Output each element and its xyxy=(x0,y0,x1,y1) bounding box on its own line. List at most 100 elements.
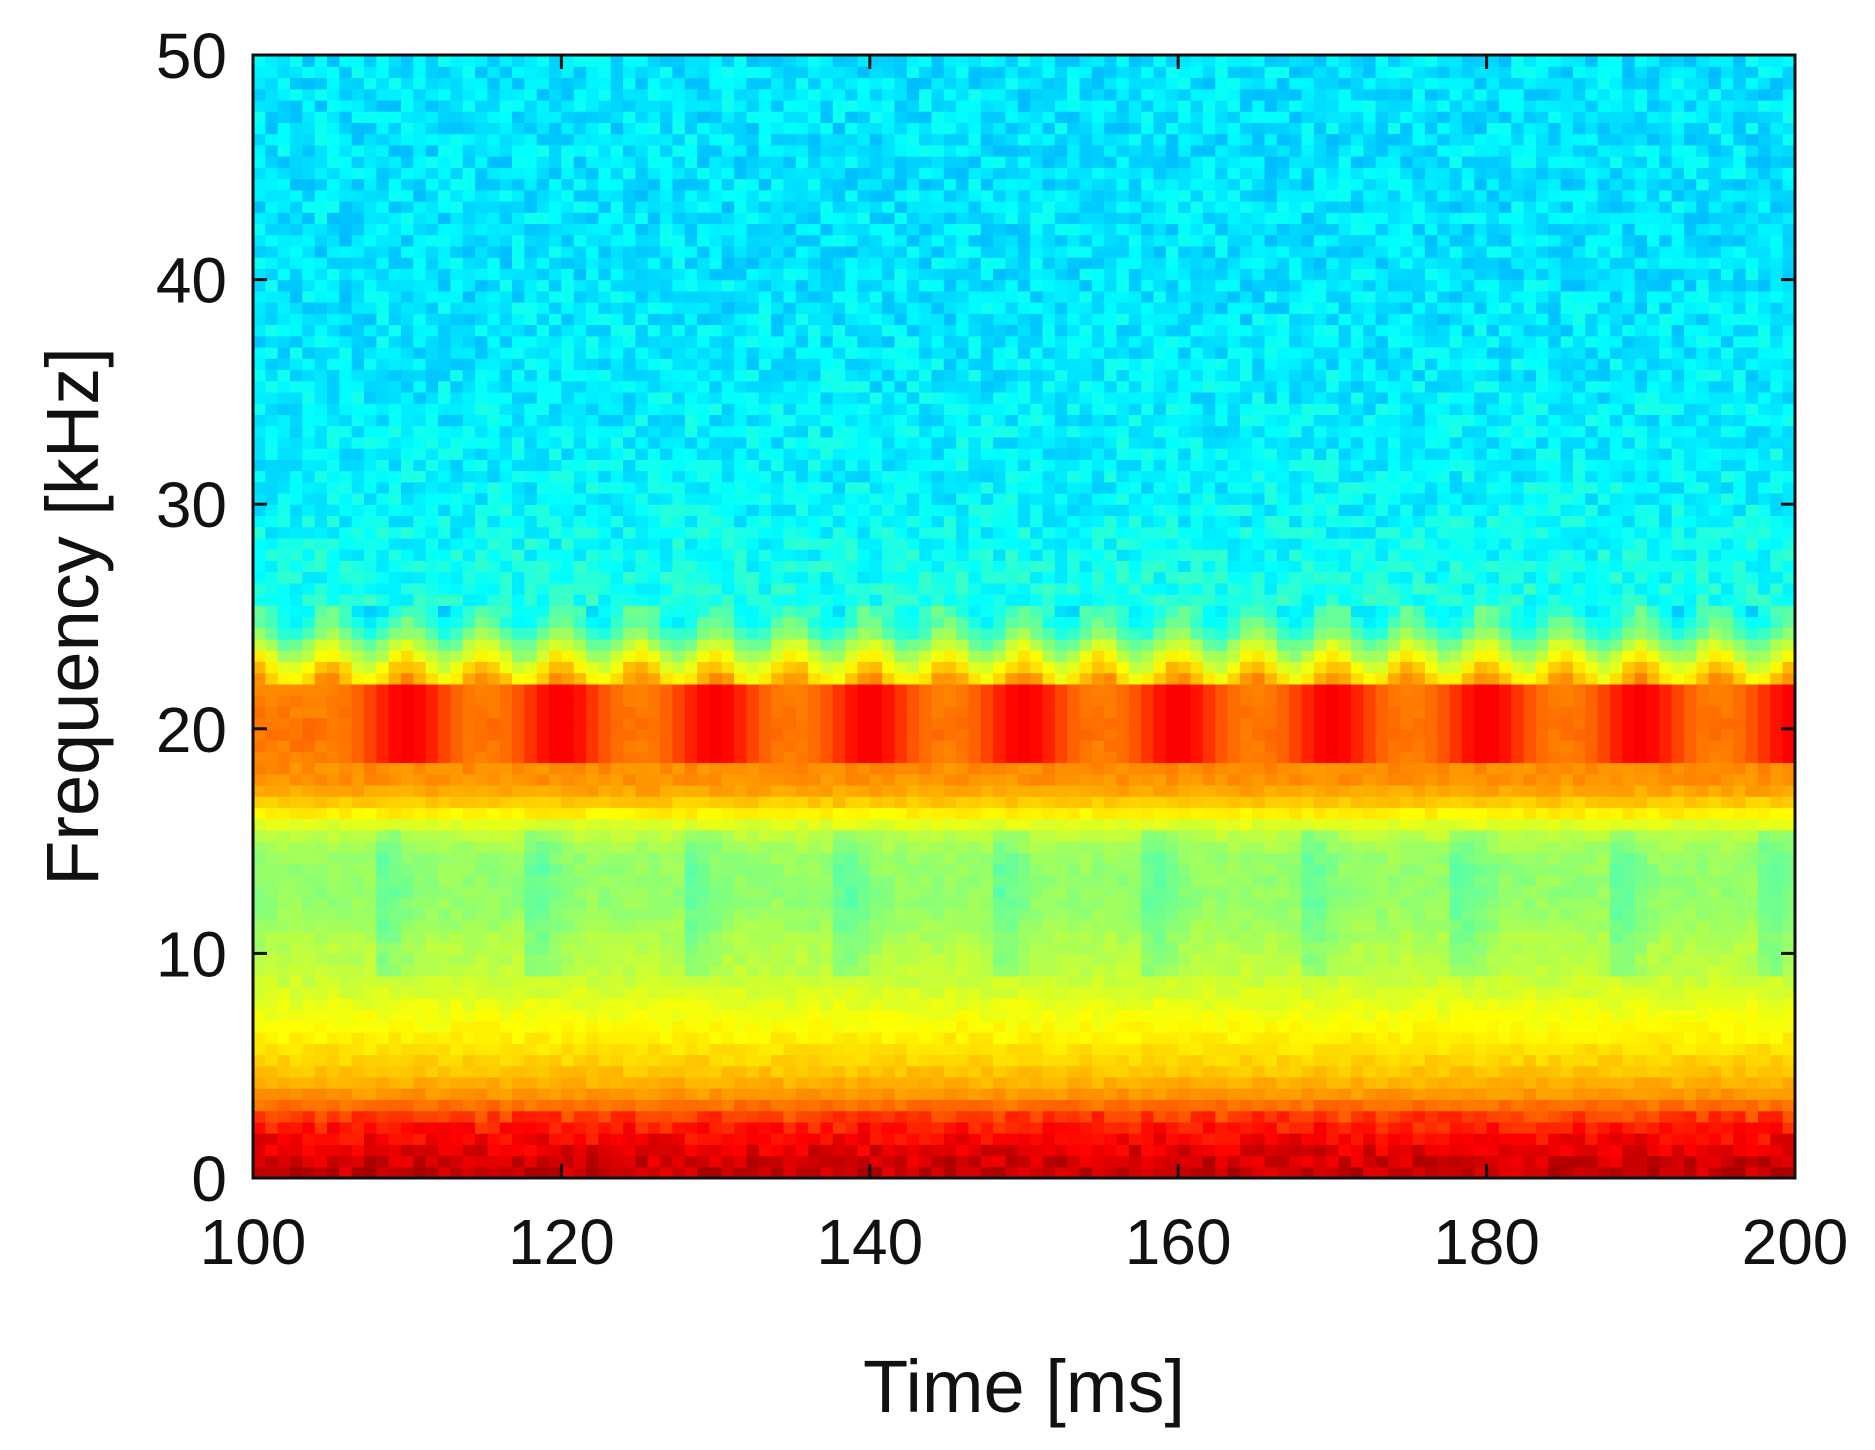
heatmap-cell-4737 xyxy=(832,751,846,764)
heatmap-cell-2205 xyxy=(524,1110,538,1123)
heatmap-cell-2374 xyxy=(536,335,550,348)
heatmap-cell-1131 xyxy=(388,818,402,831)
heatmap-cell-4216 xyxy=(771,987,785,999)
heatmap-cell-4414 xyxy=(795,1009,809,1022)
heatmap-cell-2567 xyxy=(561,414,575,427)
heatmap-cell-1281 xyxy=(401,257,414,269)
heatmap-cell-2606 xyxy=(573,1099,587,1112)
heatmap-cell-4346 xyxy=(783,650,797,663)
heatmap-cell-2616 xyxy=(573,987,587,999)
heatmap-cell-2797 xyxy=(586,77,600,90)
heatmap-cell-2265 xyxy=(524,436,538,449)
heatmap-cell-3554 xyxy=(684,560,698,573)
heatmap-cell-4938 xyxy=(857,740,871,752)
heatmap-cell-1017 xyxy=(376,975,390,988)
heatmap-cell-1773 xyxy=(462,346,476,359)
heatmap-cell-188 xyxy=(265,178,279,191)
heatmap-cell-2707 xyxy=(586,1088,600,1100)
heatmap-cell-3038 xyxy=(623,740,637,752)
heatmap-cell-1895 xyxy=(475,99,488,112)
heatmap-cell-2475 xyxy=(549,324,562,337)
heatmap-cell-4118 xyxy=(758,964,772,977)
heatmap-cell-2611 xyxy=(573,1043,587,1056)
heatmap-cell-3259 xyxy=(647,504,661,517)
heatmap-cell-4499 xyxy=(795,55,809,67)
heatmap-cell-4941 xyxy=(857,706,871,719)
heatmap-cell-2702 xyxy=(586,1144,600,1157)
heatmap-cell-361 xyxy=(290,481,303,494)
heatmap-cell-119 xyxy=(265,953,279,966)
heatmap-cell-245 xyxy=(277,661,291,674)
heatmap-cell-4921 xyxy=(857,930,871,943)
heatmap-cell-789 xyxy=(339,167,353,180)
heatmap-cell-2802 xyxy=(598,1144,612,1157)
heatmap-cell-2465 xyxy=(549,436,562,449)
heatmap-cell-2115 xyxy=(512,998,525,1011)
heatmap-cell-366 xyxy=(290,425,303,438)
heatmap-cell-783 xyxy=(339,234,353,247)
heatmap-cell-3729 xyxy=(709,841,723,853)
heatmap-cell-4885 xyxy=(845,212,859,225)
heatmap-cell-4058 xyxy=(746,515,760,528)
heatmap-cell-2599 xyxy=(561,55,575,67)
heatmap-cell-698 xyxy=(327,66,340,79)
heatmap-cell-3428 xyxy=(672,852,686,865)
heatmap-cell-4952 xyxy=(857,582,871,595)
heatmap-cell-3460 xyxy=(672,492,686,505)
heatmap-cell-1279 xyxy=(401,279,414,292)
heatmap-cell-4827 xyxy=(845,863,859,876)
heatmap-cell-2480 xyxy=(549,268,562,281)
heatmap-cell-1473 xyxy=(425,346,439,359)
heatmap-cell-4455 xyxy=(795,549,809,561)
heatmap-cell-2663 xyxy=(573,459,587,472)
heatmap-cell-3583 xyxy=(684,234,698,247)
heatmap-cell-4135 xyxy=(758,773,772,786)
heatmap-cell-1565 xyxy=(438,436,451,449)
heatmap-cell-3161 xyxy=(635,481,649,494)
heatmap-cell-2523 xyxy=(561,908,575,921)
heatmap-cell-3610 xyxy=(697,1054,711,1067)
heatmap-cell-254 xyxy=(277,560,291,573)
heatmap-cell-1240 xyxy=(401,717,414,730)
heatmap-cell-2160 xyxy=(512,492,525,505)
heatmap-cell-4582 xyxy=(808,245,822,258)
heatmap-cell-2274 xyxy=(524,335,538,348)
heatmap-cell-3868 xyxy=(721,403,735,415)
heatmap-cell-1554 xyxy=(438,560,451,573)
heatmap-cell-1623 xyxy=(450,908,464,921)
heatmap-cell-3384 xyxy=(660,223,674,236)
heatmap-cell-1211 xyxy=(401,1043,414,1056)
heatmap-cell-2901 xyxy=(610,1155,624,1168)
heatmap-cell-4565 xyxy=(808,436,822,449)
heatmap-cell-4681 xyxy=(820,257,834,269)
heatmap-cell-3640 xyxy=(697,717,711,730)
heatmap-cell-2510 xyxy=(561,1054,575,1067)
heatmap-cell-4387 xyxy=(783,189,797,202)
heatmap-cell-4212 xyxy=(771,1032,785,1044)
heatmap-cell-1820 xyxy=(475,942,488,954)
heatmap-cell-2725 xyxy=(586,886,600,898)
heatmap-cell-3942 xyxy=(734,695,748,707)
heatmap-cell-4615 xyxy=(820,998,834,1011)
heatmap-cell-68 xyxy=(253,403,266,415)
heatmap-cell-785 xyxy=(339,212,353,225)
heatmap-cell-839 xyxy=(351,728,365,741)
heatmap-cell-2125 xyxy=(512,886,525,898)
heatmap-cell-1323 xyxy=(413,908,427,921)
heatmap-cell-3084 xyxy=(623,223,637,236)
heatmap-cell-2330 xyxy=(536,829,550,842)
heatmap-cell-3798 xyxy=(709,66,723,79)
heatmap-cell-64 xyxy=(253,448,266,460)
heatmap-cell-1404 xyxy=(425,1121,439,1134)
heatmap-cell-2561 xyxy=(561,481,575,494)
heatmap-cell-1662 xyxy=(450,470,464,483)
heatmap-cell-3262 xyxy=(647,470,661,483)
heatmap-cell-1071 xyxy=(376,369,390,382)
heatmap-cell-2544 xyxy=(561,672,575,685)
heatmap-cell-4552 xyxy=(808,582,822,595)
heatmap-cell-4808 xyxy=(845,1076,859,1089)
heatmap-cell-369 xyxy=(290,391,303,404)
heatmap-cell-1219 xyxy=(401,953,414,966)
heatmap-cell-3908 xyxy=(734,1076,748,1089)
heatmap-cell-1194 xyxy=(388,111,402,123)
